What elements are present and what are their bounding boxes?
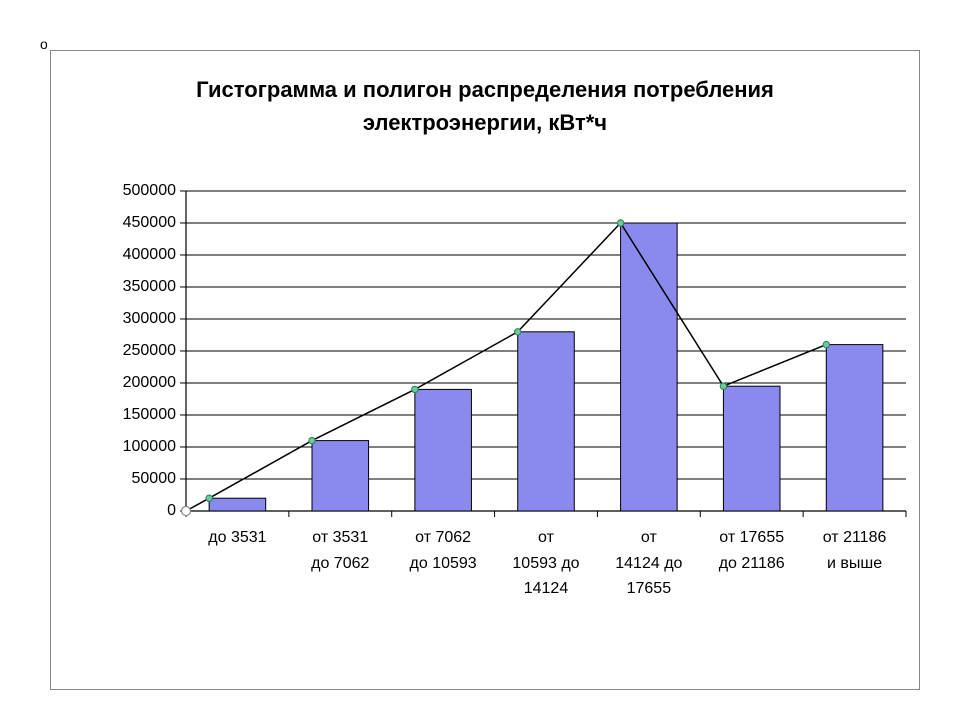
line-marker: [206, 495, 212, 501]
bar: [209, 498, 266, 511]
x-tick-label: от 10593 до 14124: [495, 525, 598, 602]
x-tick-label: от 17655 до 21186: [700, 525, 803, 576]
y-tick-label: 400000: [53, 246, 176, 264]
line-marker: [617, 220, 623, 226]
bar: [312, 441, 369, 511]
x-tick-label: от 7062 до 10593: [392, 525, 495, 576]
y-tick-label: 500000: [53, 182, 176, 200]
page: о Гистограмма и полигон распределения по…: [0, 0, 960, 720]
line-marker: [720, 383, 726, 389]
y-tick-label: 350000: [53, 278, 176, 296]
y-tick-label: 450000: [53, 214, 176, 232]
line-marker: [309, 437, 315, 443]
y-tick-label: 250000: [53, 342, 176, 360]
origin-marker: [182, 507, 191, 516]
y-tick-label: 0: [53, 502, 176, 520]
y-tick-label: 150000: [53, 406, 176, 424]
y-tick-label: 300000: [53, 310, 176, 328]
y-tick-label: 100000: [53, 438, 176, 456]
x-tick-label: от 3531 до 7062: [289, 525, 392, 576]
x-tick-label: от 14124 до 17655: [597, 525, 700, 602]
bar: [415, 389, 472, 511]
bar: [723, 386, 780, 511]
x-tick-label: до 3531: [186, 525, 289, 551]
line-marker: [412, 386, 418, 392]
bar: [621, 223, 678, 511]
x-axis-labels: до 3531от 3531 до 7062от 7062 до 10593от…: [51, 525, 921, 685]
x-tick-label: от 21186 и выше: [803, 525, 906, 576]
section-label-o: о: [40, 36, 48, 52]
line-marker: [515, 329, 521, 335]
bar: [518, 332, 575, 511]
y-tick-label: 200000: [53, 374, 176, 392]
chart-frame: Гистограмма и полигон распределения потр…: [50, 50, 920, 690]
bar: [826, 345, 883, 511]
y-tick-label: 50000: [53, 470, 176, 488]
line-marker: [823, 341, 829, 347]
